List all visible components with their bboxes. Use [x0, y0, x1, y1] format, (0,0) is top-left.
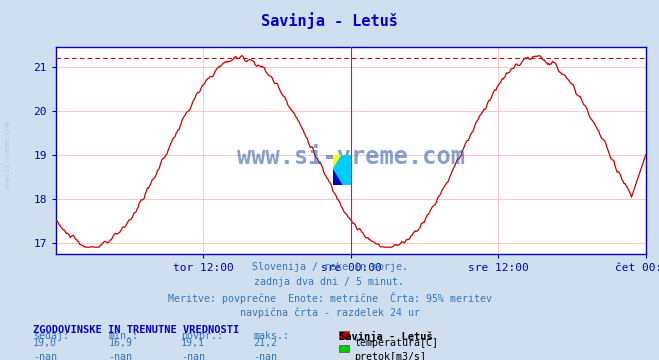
Text: 19,0: 19,0: [33, 338, 57, 348]
Text: 19,1: 19,1: [181, 338, 205, 348]
Text: Slovenija / reke in morje.: Slovenija / reke in morje.: [252, 262, 407, 272]
Text: 21,2: 21,2: [254, 338, 277, 348]
Text: -nan: -nan: [254, 352, 277, 360]
Text: Meritve: povprečne  Enote: metrične  Črta: 95% meritev: Meritve: povprečne Enote: metrične Črta:…: [167, 292, 492, 304]
Text: temperatura[C]: temperatura[C]: [355, 338, 438, 348]
Text: www.si-vreme.com: www.si-vreme.com: [237, 144, 465, 168]
Text: Savinja - Letuš: Savinja - Letuš: [261, 13, 398, 30]
Text: maks.:: maks.:: [254, 331, 290, 341]
Polygon shape: [333, 155, 342, 170]
Text: -nan: -nan: [33, 352, 57, 360]
Text: www.si-vreme.com: www.si-vreme.com: [5, 121, 11, 189]
Polygon shape: [333, 170, 342, 185]
Polygon shape: [333, 155, 351, 185]
Text: povpr.:: povpr.:: [181, 331, 223, 341]
Text: -nan: -nan: [181, 352, 205, 360]
Text: pretok[m3/s]: pretok[m3/s]: [355, 352, 426, 360]
Text: Savinja - Letuš: Savinja - Letuš: [339, 331, 433, 342]
Text: ZGODOVINSKE IN TRENUTNE VREDNOSTI: ZGODOVINSKE IN TRENUTNE VREDNOSTI: [33, 325, 239, 335]
Text: min.:: min.:: [109, 331, 139, 341]
Text: -nan: -nan: [109, 352, 132, 360]
Text: navpična črta - razdelek 24 ur: navpična črta - razdelek 24 ur: [239, 307, 420, 318]
Text: zadnja dva dni / 5 minut.: zadnja dva dni / 5 minut.: [254, 277, 405, 287]
Text: 16,9: 16,9: [109, 338, 132, 348]
Text: sedaj:: sedaj:: [33, 331, 69, 341]
